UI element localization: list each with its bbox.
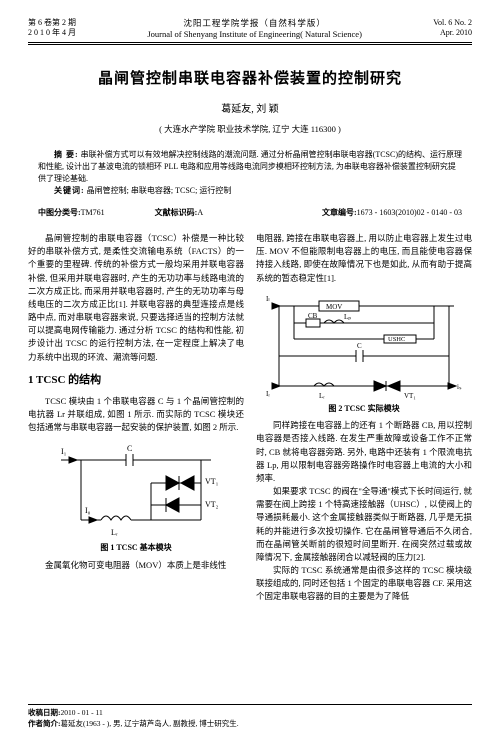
clc: 中图分类号:TM761 xyxy=(38,208,129,217)
meta-left: 中图分类号:TM761 文献标识码:A xyxy=(38,207,251,218)
fig2-MOV: MOV xyxy=(326,303,342,311)
header-left: 第 6 卷第 2 期 2 0 1 0 年 4 月 xyxy=(28,18,76,40)
fig1-VT1: VT₁ xyxy=(205,477,219,486)
fig1-I1: I₁ xyxy=(61,447,67,456)
keywords-text: 晶闸管控制; 串联电容器; TCSC; 运行控制 xyxy=(87,186,232,195)
vol-issue-en: Vol. 6 No. 2 xyxy=(433,18,472,28)
fig1-C: C xyxy=(127,444,132,453)
abstract-block: 摘 要: 串联补偿方式可以有效地解决控制线路的潮流问题. 通过分析晶闸管控制串联… xyxy=(38,149,462,197)
date-en: Apr. 2010 xyxy=(433,28,472,38)
fig2-CB: CB xyxy=(308,312,318,320)
figure-1-caption: 图 1 TCSC 基本模块 xyxy=(28,542,244,554)
body-columns: 晶闸管控制的串联电容器（TCSC）补偿是一种比较好的串联补偿方式, 是柔性交流输… xyxy=(28,232,472,603)
fig2-Lp: Lₚ xyxy=(344,313,351,321)
author-bio: 作者简介:葛延友(1963 - ), 男, 辽宁葫芦岛人, 副教授, 博士研究生… xyxy=(28,719,472,730)
meta-row: 中图分类号:TM761 文献标识码:A 文章编号:1673 - 1603(201… xyxy=(38,207,462,218)
keywords-label: 关键词: xyxy=(54,186,85,195)
keywords-para: 关键词: 晶闸管控制; 串联电容器; TCSC; 运行控制 xyxy=(38,185,462,197)
page-footer: 收稿日期:2010 - 01 - 11 作者简介:葛延友(1963 - ), 男… xyxy=(28,704,472,729)
figure-1-svg: I₁ C VT₁ VT₂ I₀ Lᵣ xyxy=(51,440,221,540)
abstract-label: 摘 要: xyxy=(54,150,79,159)
column-left: 晶闸管控制的串联电容器（TCSC）补偿是一种比较好的串联补偿方式, 是柔性交流输… xyxy=(28,232,244,603)
article-affiliation: ( 大连水产学院 职业技术学院, 辽宁 大连 116300 ) xyxy=(28,123,472,135)
para-l2: TCSC 模块由 1 个串联电容器 C 与 1 个晶闸管控制的电抗器 Lr 并联… xyxy=(28,395,244,435)
header-center: 沈阳工程学院学报（自然科学版） Journal of Shenyang Inst… xyxy=(147,18,362,40)
vol-issue-cn: 第 6 卷第 2 期 xyxy=(28,18,76,28)
figure-2-caption: 图 2 TCSC 实际模块 xyxy=(256,403,472,415)
fig2-VT1: VT₁ xyxy=(404,392,416,400)
article-id: 文章编号:1673 - 1603(2010)02 - 0140 - 03 xyxy=(322,207,462,218)
para-l1: 晶闸管控制的串联电容器（TCSC）补偿是一种比较好的串联补偿方式, 是柔性交流输… xyxy=(28,232,244,364)
journal-name-en: Journal of Shenyang Institute of Enginee… xyxy=(147,29,362,40)
fig1-I0: I₀ xyxy=(85,506,91,515)
fig2-C: C xyxy=(357,342,362,350)
header-right: Vol. 6 No. 2 Apr. 2010 xyxy=(433,18,472,40)
received-date: 收稿日期:2010 - 01 - 11 xyxy=(28,708,472,719)
fig1-VT2: VT₂ xyxy=(205,500,219,509)
doc-code: 文献标识码:A xyxy=(155,208,227,217)
fig2-IL: Iₗ xyxy=(266,295,270,303)
abstract-para: 摘 要: 串联补偿方式可以有效地解决控制线路的潮流问题. 通过分析晶闸管控制串联… xyxy=(38,149,462,185)
fig2-is: iₛ xyxy=(457,383,462,391)
para-r2: 同样跨接在电容器上的还有 1 个断路器 CB, 用以控制电容器是否接入线路. 在… xyxy=(256,419,472,485)
para-r4: 实际的 TCSC 系统通常是由很多这样的 TCSC 模块级联接组成的, 同时还包… xyxy=(256,564,472,604)
abstract-text: 串联补偿方式可以有效地解决控制线路的潮流问题. 通过分析晶闸管控制串联电容器(T… xyxy=(38,150,462,183)
fig2-Lr: Lᵣ xyxy=(319,392,325,400)
para-l3: 金属氧化物可变电阻器（MOV）本质上是非线性 xyxy=(28,559,244,572)
date-cn: 2 0 1 0 年 4 月 xyxy=(28,28,76,38)
figure-2-svg: Iₗ MOV CB Lₚ USHC C Iᵣ Lᵣ VT₁ iₛ xyxy=(264,291,464,401)
para-r3: 如果要求 TCSC 的阀在"全导通"模式下长时间运行, 就需要在阀上跨接 1 个… xyxy=(256,485,472,564)
journal-name-cn: 沈阳工程学院学报（自然科学版） xyxy=(147,18,362,29)
para-r1: 电阻器, 跨接在串联电容器上, 用以防止电容器上发生过电压. MOV 不但能限制… xyxy=(256,232,472,285)
figure-1: I₁ C VT₁ VT₂ I₀ Lᵣ 图 1 TCSC 基本模块 xyxy=(28,440,244,554)
article-title: 晶闸管控制串联电容器补偿装置的控制研究 xyxy=(28,67,472,88)
column-right: 电阻器, 跨接在串联电容器上, 用以防止电容器上发生过电压. MOV 不但能限制… xyxy=(256,232,472,603)
header-rule xyxy=(28,44,472,45)
section-1-head: 1 TCSC 的结构 xyxy=(28,372,244,389)
fig2-Ir: Iᵣ xyxy=(266,390,270,398)
article-authors: 葛延友, 刘 颖 xyxy=(28,100,472,115)
fig2-USHC: USHC xyxy=(388,336,405,343)
figure-2: Iₗ MOV CB Lₚ USHC C Iᵣ Lᵣ VT₁ iₛ 图 2 TCS… xyxy=(256,291,472,415)
journal-header: 第 6 卷第 2 期 2 0 1 0 年 4 月 沈阳工程学院学报（自然科学版）… xyxy=(28,18,472,43)
fig1-Lr: Lᵣ xyxy=(111,528,118,537)
